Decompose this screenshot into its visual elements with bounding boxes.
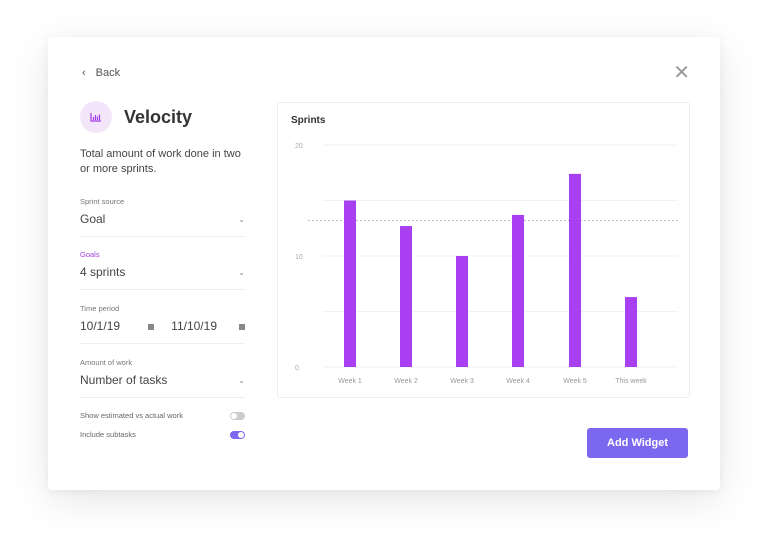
y-tick-label: 10 — [295, 254, 303, 261]
include-subtasks-label: Include subtasks — [80, 430, 136, 439]
sprint-source-value: Goal — [80, 212, 106, 226]
calendar-icon[interactable] — [239, 324, 245, 330]
chevron-left-icon: ‹ — [82, 67, 86, 79]
bar-week-5 — [569, 173, 581, 367]
sprint-source-label: Sprint source — [80, 197, 125, 206]
bar-week-2 — [400, 226, 412, 367]
calendar-icon[interactable] — [148, 324, 155, 330]
chevron-down-icon: ⌄ — [238, 375, 245, 385]
x-tick-label: Week 1 — [338, 378, 362, 385]
x-tick-label: Week 4 — [506, 378, 530, 385]
goals-select[interactable]: Goals 4 sprints ⌄ — [80, 250, 245, 290]
back-button[interactable]: ‹ Back — [82, 67, 121, 79]
add-widget-button[interactable]: Add Widget — [587, 428, 688, 458]
time-period-label: Time period — [80, 304, 120, 313]
include-subtasks-row: Include subtasks — [80, 430, 245, 439]
x-tick-label: Week 3 — [450, 378, 474, 385]
velocity-chart: 0 10 20 Week 1 Week 2 Week 3 Week 4 Week 5 This … — [295, 143, 678, 385]
x-tick-label: This week — [615, 378, 647, 385]
amount-of-work-select[interactable]: Amount of work Number of tasks ⌄ — [80, 358, 245, 398]
widget-dialog: ‹ Back ✕ Velocity Total amount of work do… — [48, 37, 720, 490]
include-subtasks-toggle[interactable] — [230, 430, 245, 439]
close-icon[interactable]: ✕ — [673, 62, 690, 84]
bar-week-4 — [512, 214, 524, 367]
widget-title: Velocity — [124, 107, 193, 127]
bar-week-3 — [456, 256, 468, 367]
y-tick-label: 20 — [295, 143, 303, 150]
chart-title: Sprints — [291, 115, 326, 126]
x-tick-label: Week 2 — [394, 378, 418, 385]
bar-this-week — [625, 297, 637, 367]
widget-description: Total amount of work done in two or more… — [80, 148, 241, 175]
goals-value: 4 sprints — [80, 265, 126, 279]
chevron-down-icon: ⌄ — [238, 214, 245, 224]
x-tick-label: Week 5 — [563, 378, 587, 385]
amount-of-work-value: Number of tasks — [80, 373, 168, 387]
show-estimated-toggle[interactable] — [230, 411, 245, 420]
end-date-input[interactable]: 11/10/19 — [171, 319, 245, 333]
show-estimated-row: Show estimated vs actual work — [80, 411, 245, 420]
start-date-input[interactable]: 10/1/19 — [80, 319, 155, 333]
sprint-source-select[interactable]: Sprint source Goal ⌄ — [80, 197, 245, 237]
chevron-down-icon: ⌄ — [238, 267, 245, 277]
show-estimated-label: Show estimated vs actual work — [80, 411, 183, 420]
chart-panel: Sprints 0 10 20 Week 1 Week 2 Week 3 Week 4 Wee… — [277, 102, 690, 398]
bar-week-1 — [344, 200, 356, 367]
amount-of-work-label: Amount of work — [80, 358, 133, 367]
bar-chart-icon — [80, 101, 112, 133]
y-tick-label: 0 — [295, 365, 299, 372]
goals-label: Goals — [80, 250, 100, 259]
time-period-field: Time period 10/1/19 11/10/19 — [80, 304, 245, 344]
